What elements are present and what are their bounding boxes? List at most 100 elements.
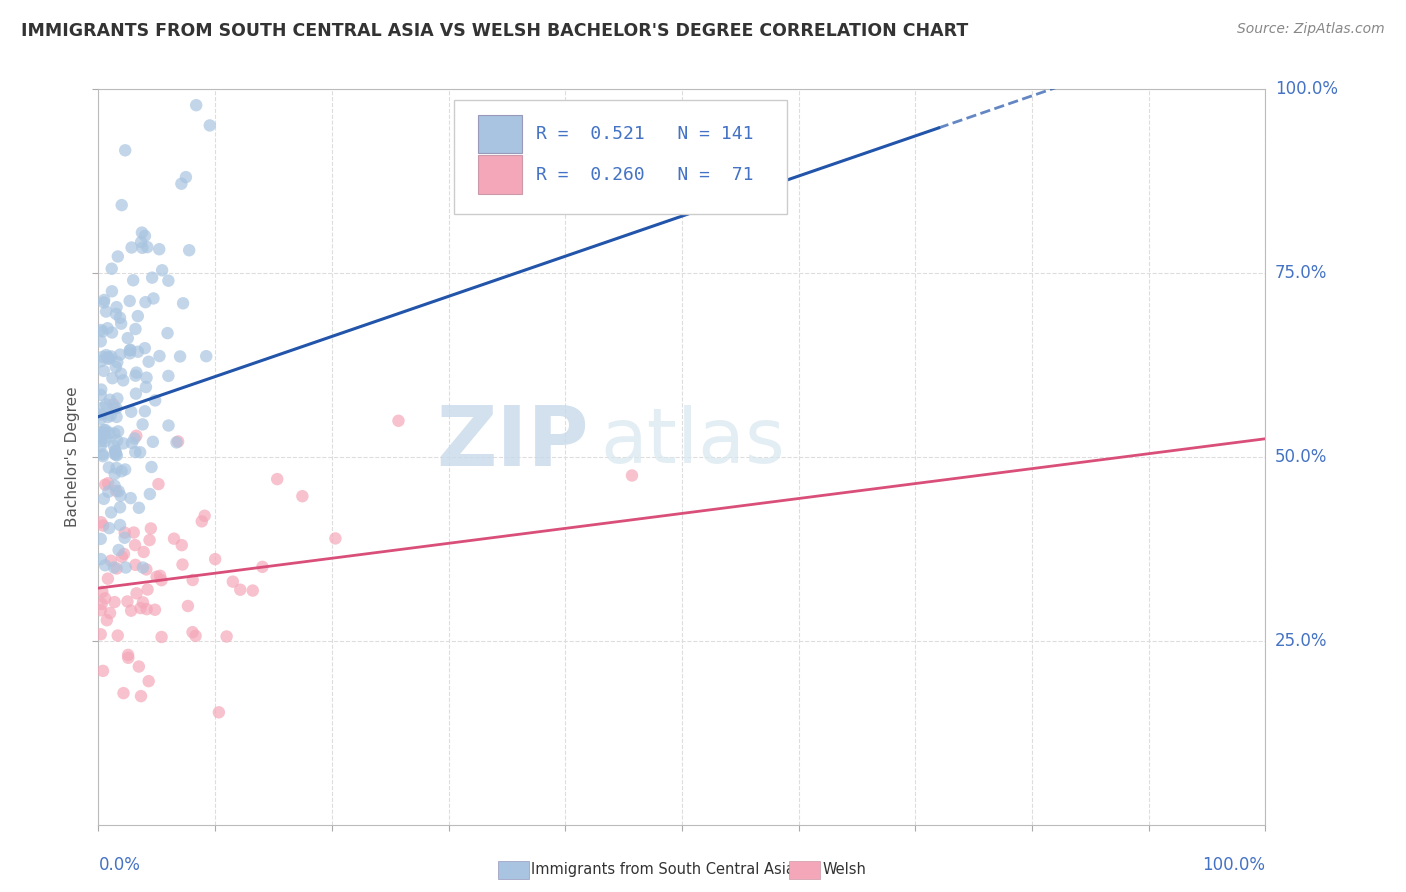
- Text: R =  0.521   N = 141: R = 0.521 N = 141: [536, 125, 754, 143]
- Point: [104, 444, 127, 458]
- Point: [91, 518, 114, 533]
- Point: [105, 300, 128, 314]
- Point: [138, 533, 160, 547]
- Text: Welsh: Welsh: [823, 863, 866, 877]
- Point: [132, 545, 155, 559]
- Point: [135, 602, 157, 616]
- Point: [169, 350, 191, 364]
- Point: [120, 604, 142, 618]
- Point: [184, 629, 207, 643]
- Point: [103, 447, 125, 461]
- Point: [105, 434, 128, 448]
- Point: [167, 434, 190, 449]
- Point: [229, 582, 252, 597]
- Text: 0.0%: 0.0%: [98, 855, 141, 873]
- Point: [118, 346, 141, 360]
- Point: [139, 487, 162, 501]
- Point: [142, 292, 165, 306]
- Point: [94, 591, 117, 606]
- Point: [94, 431, 117, 445]
- Point: [103, 595, 125, 609]
- Point: [90, 439, 112, 453]
- Point: [105, 561, 128, 575]
- Point: [181, 625, 204, 640]
- Point: [110, 317, 132, 331]
- Point: [252, 559, 274, 574]
- Point: [105, 392, 128, 406]
- Point: [103, 401, 125, 416]
- Text: R =  0.260   N =  71: R = 0.260 N = 71: [536, 166, 754, 184]
- Point: [96, 348, 118, 362]
- Point: [90, 429, 112, 443]
- Point: [108, 500, 131, 515]
- Point: [90, 627, 112, 641]
- Point: [198, 119, 221, 133]
- Point: [291, 489, 314, 503]
- Point: [124, 558, 146, 572]
- Point: [90, 434, 112, 448]
- Text: ZIP: ZIP: [436, 402, 589, 483]
- Point: [131, 226, 153, 240]
- Point: [149, 568, 172, 582]
- Point: [134, 228, 156, 243]
- Point: [107, 543, 129, 558]
- Text: 50.0%: 50.0%: [1275, 448, 1327, 467]
- Point: [97, 410, 120, 425]
- Point: [118, 343, 141, 358]
- Point: [105, 355, 128, 369]
- Text: 75.0%: 75.0%: [1275, 264, 1327, 282]
- Point: [111, 549, 134, 564]
- Point: [124, 322, 146, 336]
- Point: [143, 393, 166, 408]
- Point: [117, 594, 139, 608]
- Point: [242, 583, 264, 598]
- Point: [90, 334, 112, 349]
- Point: [150, 263, 173, 277]
- Point: [98, 521, 121, 535]
- Point: [195, 349, 218, 363]
- Point: [90, 597, 112, 611]
- Point: [90, 411, 112, 425]
- Text: atlas: atlas: [600, 406, 785, 479]
- Point: [93, 364, 115, 378]
- Point: [91, 450, 114, 464]
- Point: [181, 573, 204, 587]
- Point: [112, 436, 135, 450]
- Point: [90, 603, 112, 617]
- Point: [91, 401, 114, 415]
- Point: [136, 240, 159, 254]
- Point: [204, 552, 226, 566]
- Point: [94, 304, 117, 318]
- Point: [104, 448, 127, 462]
- Text: 25.0%: 25.0%: [1275, 632, 1327, 650]
- Point: [91, 584, 114, 599]
- Point: [194, 508, 217, 523]
- Point: [150, 573, 173, 587]
- Point: [100, 409, 122, 423]
- Point: [90, 515, 112, 529]
- FancyBboxPatch shape: [478, 155, 522, 194]
- Point: [101, 285, 124, 299]
- Point: [112, 547, 135, 561]
- Point: [170, 177, 193, 191]
- Point: [125, 366, 148, 380]
- Point: [132, 560, 155, 574]
- Point: [105, 401, 128, 416]
- Point: [98, 351, 121, 366]
- Point: [117, 648, 139, 662]
- Point: [98, 606, 121, 620]
- Point: [114, 462, 136, 476]
- Point: [107, 425, 129, 439]
- Point: [124, 445, 146, 459]
- Point: [114, 143, 136, 157]
- Point: [94, 397, 117, 411]
- Point: [135, 562, 157, 576]
- Point: [138, 674, 160, 689]
- Point: [128, 659, 150, 673]
- Point: [94, 558, 117, 573]
- Point: [141, 460, 163, 475]
- Point: [103, 439, 125, 453]
- Point: [135, 370, 157, 384]
- Point: [101, 326, 124, 340]
- Point: [114, 560, 136, 574]
